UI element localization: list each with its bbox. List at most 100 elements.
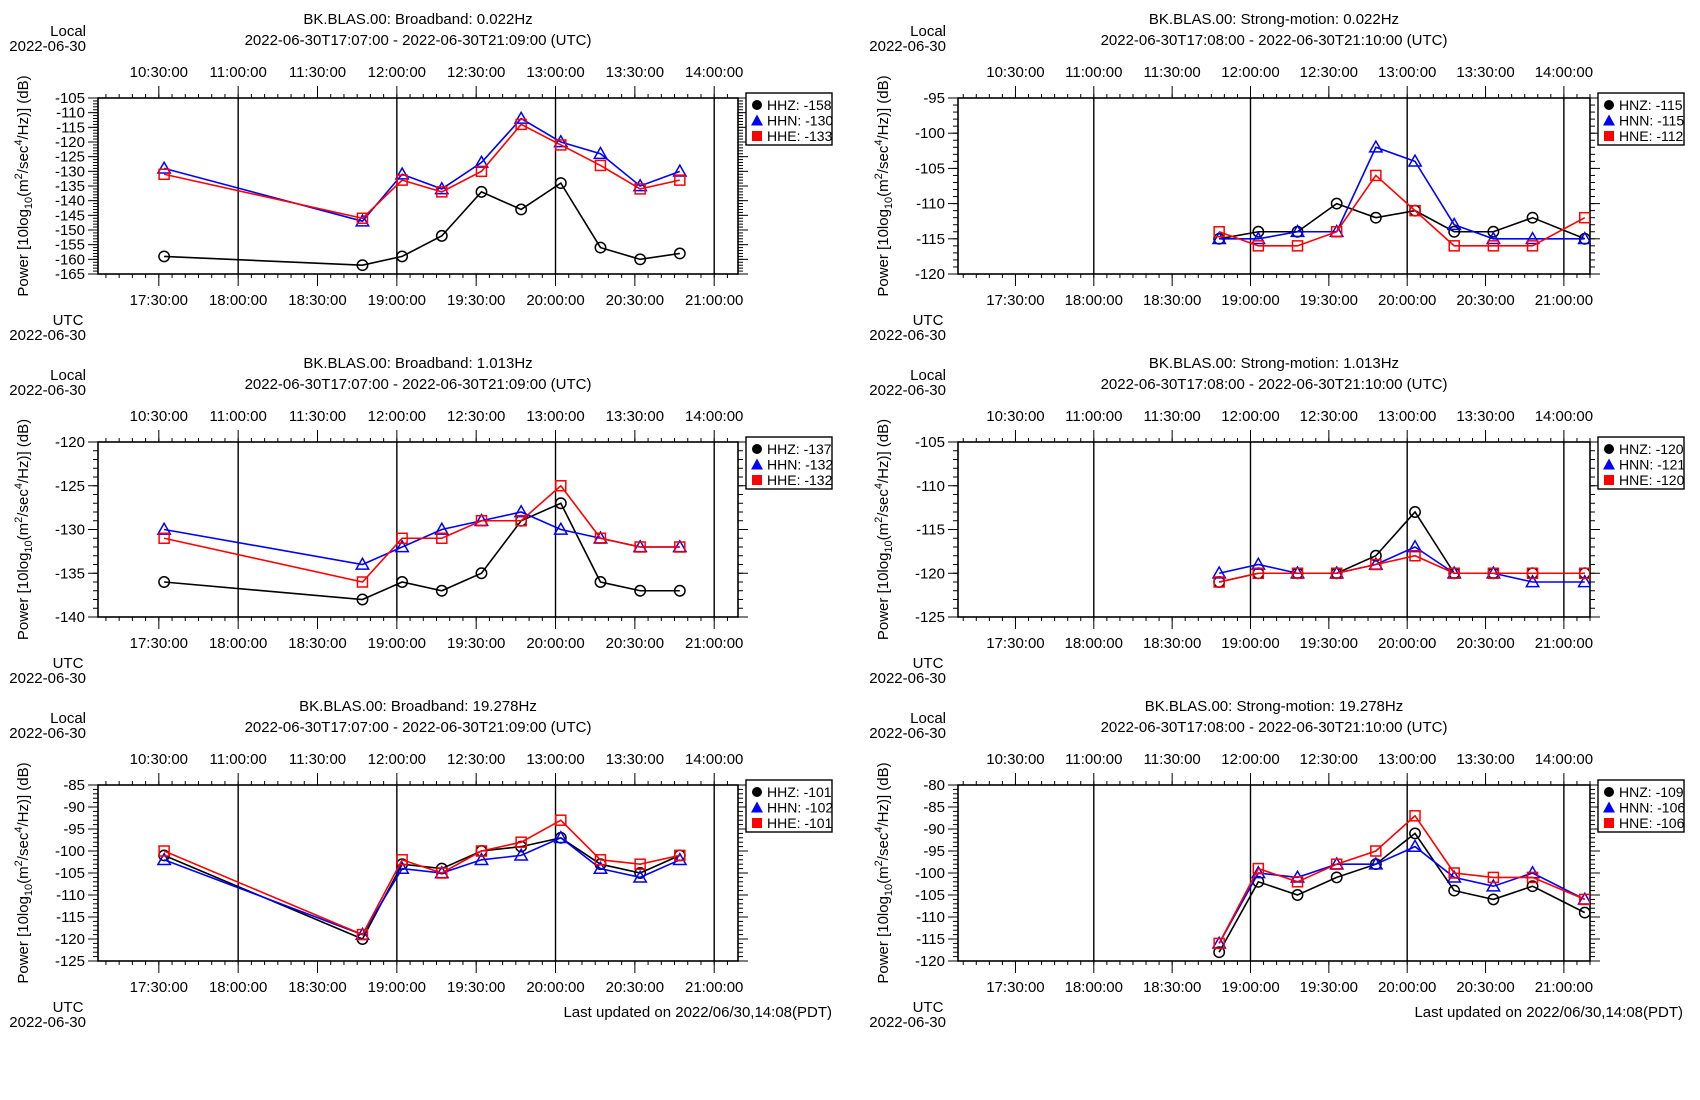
bottom-tick-label: 17:30:00	[130, 292, 188, 309]
series-line-hne	[1218, 814, 1586, 944]
data-point-square	[515, 118, 527, 131]
y-tick-label: -110	[56, 105, 85, 122]
legend-value: -115	[1656, 97, 1683, 113]
y-axis-label-part: Power [10log	[15, 553, 32, 641]
utc-date: 2022-06-30	[869, 670, 946, 687]
data-point-square	[515, 836, 527, 848]
top-tick-label: 11:00:00	[1065, 751, 1122, 768]
legend-square-icon	[1604, 818, 1614, 828]
legend-triangle-icon	[1603, 114, 1615, 126]
bottom-tick-label: 20:30:00	[1456, 635, 1514, 652]
chart-panel-2: BK.BLAS.00: Strong-motion: 0.022Hz 2022-0…	[869, 11, 1685, 344]
bottom-tick-label: 19:30:00	[1300, 635, 1358, 652]
series-hnn	[1211, 838, 1590, 949]
top-tick-label: 13:30:00	[606, 408, 664, 425]
data-point-triangle	[1446, 869, 1462, 883]
series-hhe	[158, 480, 686, 588]
data-point-square	[1213, 937, 1225, 950]
y-axis-label-part: 10	[23, 197, 35, 209]
y-axis-label-part: (m	[875, 179, 892, 197]
legend-entry: HNZ: -109	[1619, 784, 1684, 800]
data-point-square	[1448, 240, 1460, 252]
y-tick-label: -105	[915, 887, 945, 904]
y-tick-label: -110	[916, 196, 945, 213]
legend-value: -101	[804, 784, 832, 800]
legend-entry: HHE: -132	[767, 472, 833, 488]
y-axis-label-part: /Hz)] (dB)	[15, 762, 32, 826]
y-tick-label: -120	[915, 266, 945, 283]
utc-date: 2022-06-30	[869, 327, 946, 344]
legend-triangle-icon	[751, 801, 763, 813]
data-point-circle	[1330, 871, 1343, 884]
chart-subtitle: 2022-06-30T17:07:00 - 2022-06-30T21:09:0…	[245, 376, 592, 393]
top-tick-label: 12:30:00	[1300, 751, 1358, 768]
bottom-tick-label: 18:30:00	[288, 292, 346, 309]
data-point-triangle	[1407, 153, 1423, 167]
legend-series-name: HNZ	[1619, 784, 1648, 800]
data-point-circle	[435, 584, 448, 597]
legend-entry: HHE: -101	[767, 815, 833, 831]
y-axis-label-part: 2	[13, 173, 25, 179]
data-point-circle	[673, 247, 686, 260]
top-tick-label: 11:30:00	[289, 751, 346, 768]
series-line-hnz	[1219, 202, 1586, 240]
y-tick-label: -125	[55, 953, 85, 970]
legend-entry: HHZ: -101	[767, 784, 832, 800]
legend-separator: :	[797, 472, 805, 488]
data-point-square	[475, 165, 488, 178]
legend-value: -109	[1656, 784, 1684, 800]
legend-value: -132	[804, 472, 832, 488]
data-point-triangle	[1577, 574, 1590, 588]
data-point-square	[1330, 858, 1343, 870]
top-tick-label: 12:00:00	[1221, 64, 1279, 81]
bottom-tick-label: 20:30:00	[1456, 979, 1514, 996]
y-axis-label-part: /sec	[15, 145, 32, 173]
data-point-square	[1213, 576, 1225, 588]
legend-square-icon	[752, 818, 762, 828]
data-point-square	[1409, 550, 1421, 562]
data-point-square	[1487, 567, 1500, 579]
bottom-tick-label: 17:30:00	[130, 979, 188, 996]
y-tick-label: -115	[916, 522, 945, 539]
data-point-triangle	[513, 110, 529, 124]
bottom-tick-label: 21:00:00	[685, 292, 743, 309]
plot-area	[156, 110, 688, 272]
y-tick-label: -150	[55, 222, 85, 239]
chart-title: BK.BLAS.00: Strong-motion: 0.022Hz	[1149, 11, 1399, 28]
legend-separator: :	[796, 784, 804, 800]
plot-frame	[97, 97, 739, 275]
data-point-triangle	[473, 852, 489, 866]
local-label: Local	[50, 23, 86, 40]
local-date: 2022-06-30	[869, 382, 946, 399]
legend-value: -130	[805, 113, 833, 129]
y-axis-label-part: /Hz)] (dB)	[15, 419, 32, 483]
data-point-circle	[554, 497, 567, 510]
y-axis-label: Power [10log10(m2/sec4/Hz)] (dB)	[873, 762, 895, 983]
local-date: 2022-06-30	[869, 38, 946, 55]
chart-panel-4: BK.BLAS.00: Strong-motion: 1.013Hz 2022-0…	[869, 355, 1685, 687]
legend-entry: HNE: -112	[1619, 128, 1684, 144]
y-tick-label: -90	[63, 799, 85, 816]
series-line-hhe	[163, 819, 680, 936]
data-point-circle	[356, 593, 369, 606]
top-tick-label: 13:30:00	[1456, 408, 1514, 425]
data-point-circle	[515, 203, 528, 216]
y-tick-label: -155	[55, 237, 85, 254]
data-point-circle	[1330, 197, 1343, 210]
y-tick-label: -145	[55, 207, 85, 224]
series-line-hhe	[163, 123, 680, 220]
data-point-square	[1487, 240, 1500, 252]
y-tick-label: -110	[56, 887, 85, 904]
legend-entry: HHN: -132	[767, 457, 833, 473]
top-tick-label: 14:00:00	[1535, 64, 1593, 81]
bottom-tick-label: 20:30:00	[1456, 292, 1514, 309]
utc-date: 2022-06-30	[869, 1014, 946, 1031]
bottom-tick-label: 18:30:00	[1143, 292, 1201, 309]
data-point-triangle	[434, 181, 450, 195]
bottom-tick-label: 17:30:00	[986, 635, 1044, 652]
top-tick-label: 10:30:00	[130, 408, 188, 425]
y-tick-label: -120	[915, 565, 945, 582]
